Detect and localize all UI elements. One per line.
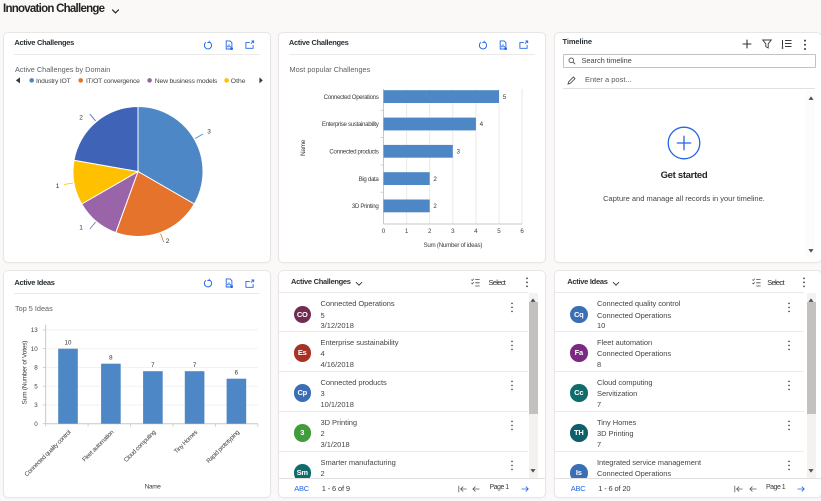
svg-text:3: 3 (456, 149, 460, 156)
svg-text:0: 0 (34, 421, 38, 428)
svg-text:6: 6 (235, 369, 239, 376)
svg-text:2: 2 (433, 176, 437, 183)
svg-text:2: 2 (427, 228, 431, 235)
svg-text:Sum (Number of ideas): Sum (Number of ideas) (423, 242, 482, 249)
svg-text:10: 10 (65, 339, 72, 346)
svg-text:7: 7 (151, 362, 155, 369)
svg-text:3: 3 (34, 402, 38, 409)
svg-text:6: 6 (520, 228, 524, 235)
svg-text:3D Printing: 3D Printing (351, 203, 379, 210)
svg-text:1: 1 (79, 224, 83, 231)
svg-text:Sum (Number of Votes): Sum (Number of Votes) (22, 341, 29, 405)
svg-text:Industry IOT: Industry IOT (36, 78, 70, 85)
svg-text:Rapid prototyping: Rapid prototyping (205, 429, 241, 465)
svg-text:13: 13 (31, 327, 38, 334)
svg-text:Connected quality control: Connected quality control (23, 429, 72, 478)
svg-text:Fleet automation: Fleet automation (81, 429, 116, 464)
svg-text:2: 2 (166, 238, 170, 245)
svg-text:8: 8 (34, 365, 38, 372)
svg-text:Cloud computing: Cloud computing (123, 429, 158, 464)
svg-text:Big data: Big data (358, 176, 379, 183)
svg-text:8: 8 (109, 354, 113, 361)
svg-text:2: 2 (433, 203, 437, 210)
svg-text:Enterprise sustainability: Enterprise sustainability (321, 121, 379, 128)
svg-text:Connected Operations: Connected Operations (323, 94, 378, 101)
svg-text:3: 3 (207, 128, 211, 135)
svg-text:3: 3 (451, 228, 455, 235)
svg-text:Tiny Homes: Tiny Homes (173, 429, 199, 455)
svg-text:1: 1 (56, 183, 60, 190)
svg-text:10: 10 (31, 346, 38, 353)
svg-text:5: 5 (497, 228, 501, 235)
svg-text:0: 0 (381, 228, 385, 235)
svg-text:IT/OT convergence: IT/OT convergence (86, 78, 140, 85)
svg-text:1: 1 (404, 228, 408, 235)
svg-text:5: 5 (34, 383, 38, 390)
svg-text:7: 7 (193, 362, 197, 369)
svg-text:Othe: Othe (231, 78, 246, 85)
svg-text:4: 4 (479, 121, 483, 128)
svg-text:New business models: New business models (155, 78, 218, 85)
svg-text:Connected products: Connected products (329, 149, 378, 156)
svg-text:2: 2 (79, 114, 83, 121)
svg-text:Name: Name (145, 484, 162, 491)
svg-text:Name: Name (300, 139, 307, 156)
svg-text:5: 5 (502, 94, 506, 101)
svg-text:4: 4 (474, 228, 478, 235)
